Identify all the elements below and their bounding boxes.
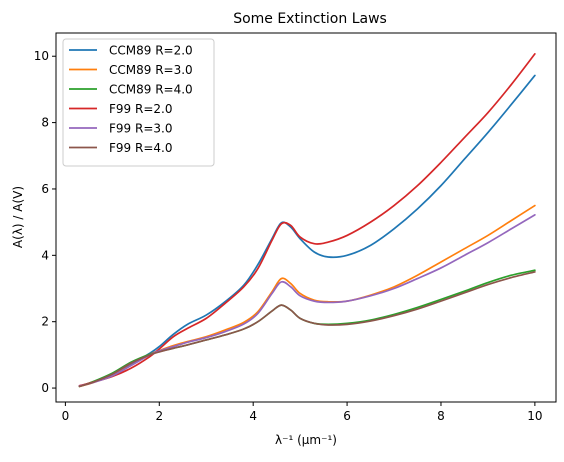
plot-frame	[55, 32, 557, 403]
y-tick-label: 10	[34, 49, 49, 63]
x-tick-label: 6	[343, 409, 351, 423]
legend-label: F99 R=3.0	[109, 122, 172, 136]
legend-label: CCM89 R=4.0	[109, 83, 193, 97]
x-tick-label: 10	[527, 409, 542, 423]
x-tick-label: 8	[437, 409, 445, 423]
x-axis: 0 2 4 6 8 10	[62, 402, 543, 423]
chart-title: Some Extinction Laws	[233, 11, 387, 27]
series-line-2	[78, 269, 536, 388]
y-tick-label: 8	[41, 116, 49, 130]
y-tick-label: 0	[41, 381, 49, 395]
x-axis-label: λ⁻¹ (μm⁻¹)	[275, 433, 337, 447]
x-tick-label: 0	[62, 409, 70, 423]
y-tick-label: 6	[41, 182, 49, 196]
y-axis-label: A(λ) / A(V)	[11, 186, 25, 248]
y-tick-label: 2	[41, 315, 49, 329]
legend-label: F99 R=2.0	[109, 102, 172, 116]
legend-label: CCM89 R=2.0	[109, 44, 193, 58]
y-tick-label: 4	[41, 248, 49, 262]
legend-box	[62, 38, 215, 167]
series-line-5	[78, 271, 536, 388]
plot-area	[78, 53, 536, 388]
legend: CCM89 R=2.0 CCM89 R=3.0 CCM89 R=4.0 F99 R=2…	[62, 38, 215, 167]
x-tick-label: 4	[249, 409, 257, 423]
series-line-1	[78, 204, 536, 388]
legend-label: CCM89 R=3.0	[109, 63, 193, 77]
x-tick-label: 2	[155, 409, 163, 423]
legend-label: F99 R=4.0	[109, 141, 172, 155]
y-axis: 0 2 4 6 8 10	[34, 49, 56, 395]
